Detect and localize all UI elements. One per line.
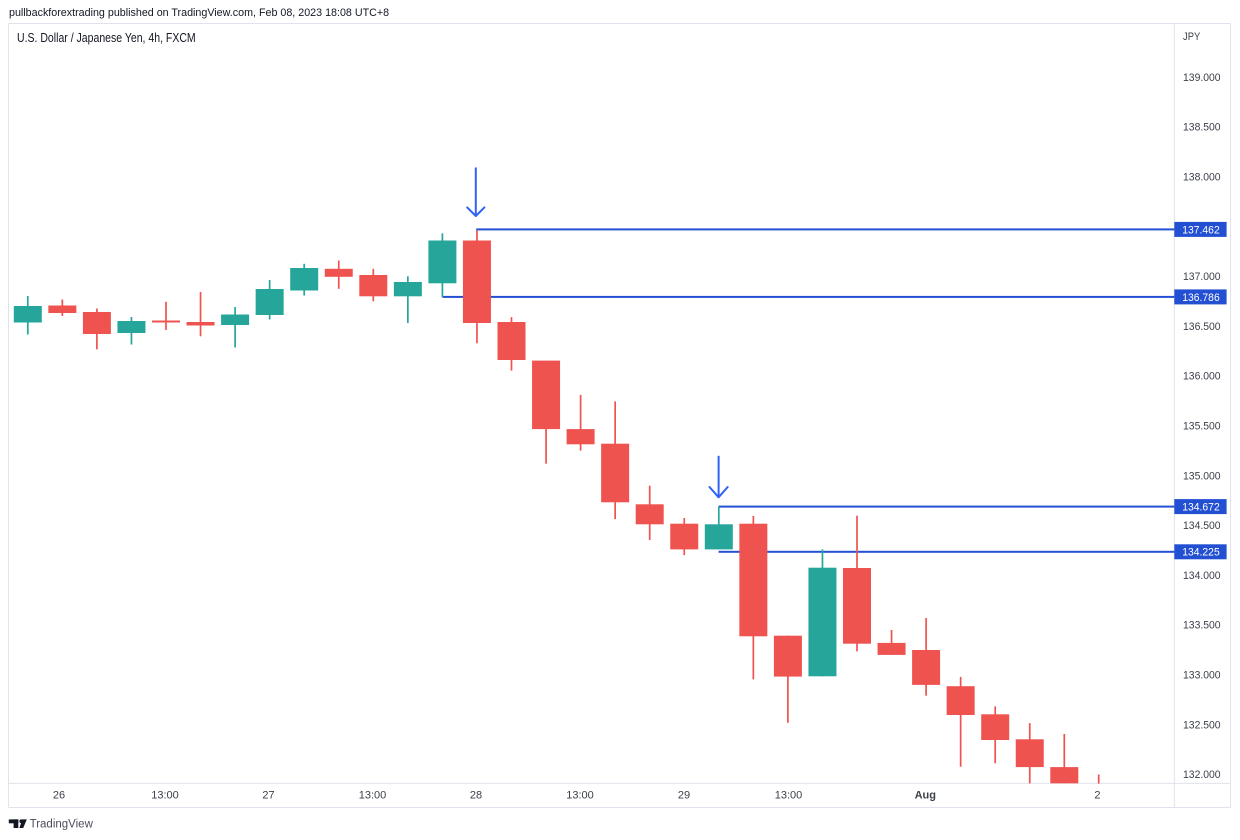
svg-text:26: 26 — [53, 789, 65, 801]
svg-text:13:00: 13:00 — [566, 789, 594, 801]
svg-text:132.000: 132.000 — [1183, 769, 1221, 781]
svg-text:134.225: 134.225 — [1182, 547, 1219, 559]
svg-text:136.500: 136.500 — [1183, 321, 1221, 333]
svg-text:137.462: 137.462 — [1182, 224, 1219, 236]
svg-text:134.672: 134.672 — [1182, 502, 1219, 514]
svg-text:138.000: 138.000 — [1183, 172, 1221, 184]
svg-text:134.500: 134.500 — [1183, 520, 1221, 532]
svg-text:133.000: 133.000 — [1183, 670, 1221, 682]
svg-text:JPY: JPY — [1183, 31, 1201, 43]
svg-text:13:00: 13:00 — [359, 789, 387, 801]
svg-text:29: 29 — [678, 789, 690, 801]
svg-text:2: 2 — [1094, 789, 1100, 801]
svg-text:134.000: 134.000 — [1183, 570, 1221, 582]
svg-text:139.000: 139.000 — [1183, 72, 1221, 84]
svg-text:27: 27 — [262, 789, 274, 801]
svg-text:135.500: 135.500 — [1183, 421, 1221, 433]
svg-text:28: 28 — [470, 789, 482, 801]
svg-text:136.000: 136.000 — [1183, 371, 1221, 383]
svg-text:132.500: 132.500 — [1183, 719, 1221, 731]
svg-text:137.000: 137.000 — [1183, 271, 1221, 283]
svg-text:13:00: 13:00 — [775, 789, 803, 801]
svg-text:136.786: 136.786 — [1182, 292, 1219, 304]
svg-text:138.500: 138.500 — [1183, 122, 1221, 134]
svg-text:13:00: 13:00 — [151, 789, 179, 801]
svg-text:Aug: Aug — [915, 789, 936, 801]
svg-text:133.500: 133.500 — [1183, 620, 1221, 632]
svg-text:TradingView: TradingView — [30, 819, 94, 831]
svg-text:135.000: 135.000 — [1183, 470, 1221, 482]
